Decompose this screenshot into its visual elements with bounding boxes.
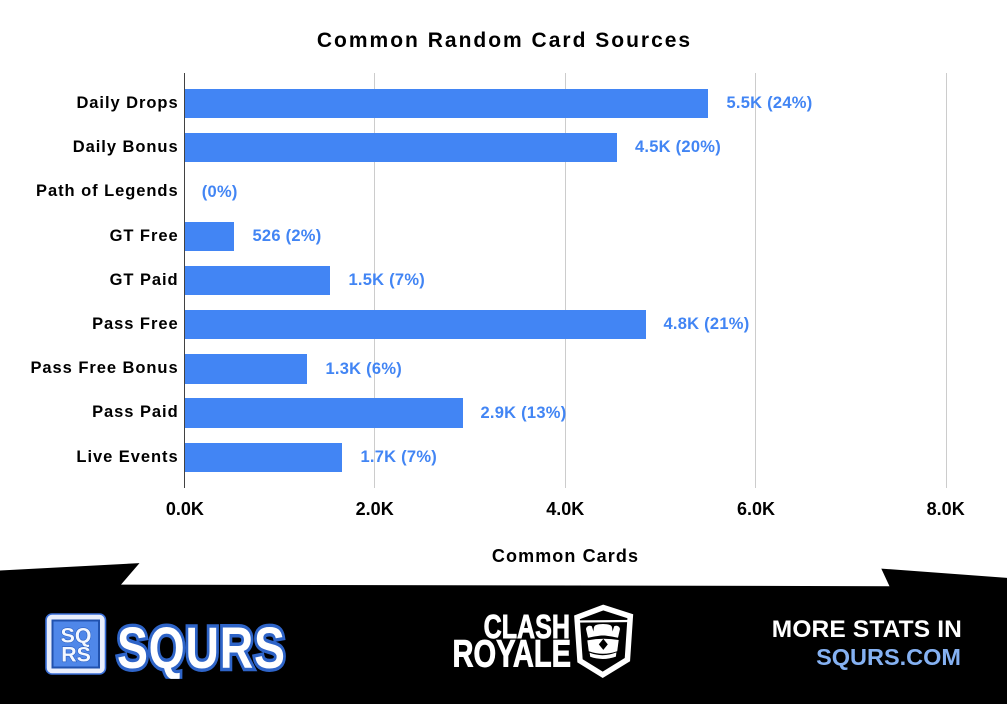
svg-text:RS: RS: [61, 643, 91, 667]
svg-text:ROYALE: ROYALE: [453, 633, 571, 676]
svg-text:CLASH: CLASH: [484, 609, 570, 646]
svg-text:SQ: SQ: [61, 623, 92, 647]
svg-text:SQURS: SQURS: [117, 616, 286, 681]
